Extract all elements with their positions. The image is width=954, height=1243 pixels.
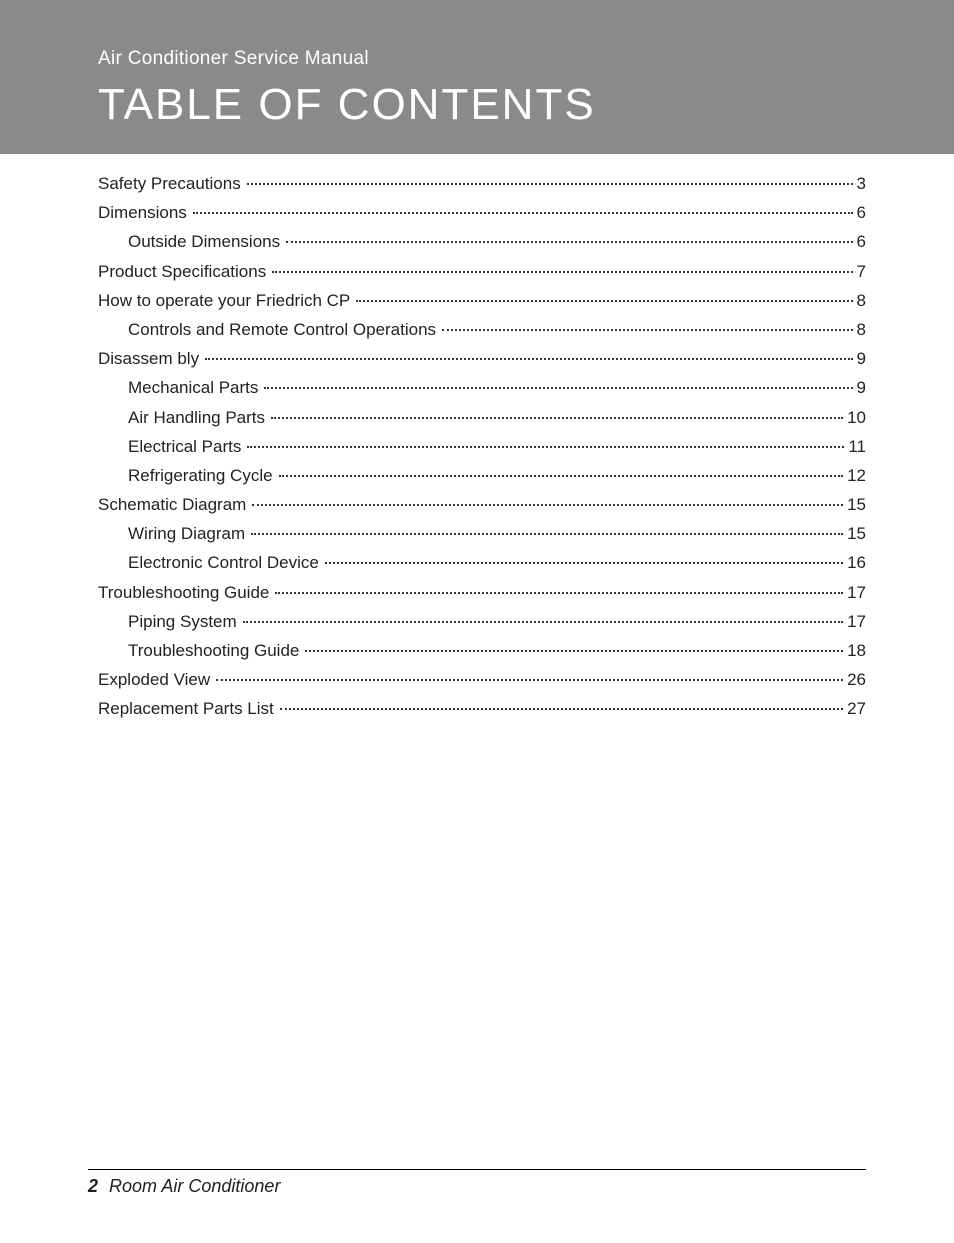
- toc-leader: [252, 504, 843, 506]
- toc-page: 8: [855, 316, 866, 343]
- doc-subtitle: Air Conditioner Service Manual: [0, 48, 954, 70]
- toc-label: Electrical Parts: [88, 433, 245, 460]
- toc-leader: [305, 650, 843, 652]
- toc-page: 11: [846, 433, 866, 460]
- toc-entry: Outside Dimensions 6: [88, 228, 866, 255]
- toc-label: Refrigerating Cycle: [88, 462, 277, 489]
- toc-page: 26: [845, 666, 866, 693]
- footer-text: Room Air Conditioner: [109, 1176, 280, 1196]
- toc-label: Exploded View: [88, 666, 214, 693]
- toc-entry: Schematic Diagram 15: [88, 491, 866, 518]
- toc-page: 15: [845, 520, 866, 547]
- toc-label: Safety Precautions: [88, 170, 245, 197]
- page-title: TABLE OF CONTENTS: [0, 80, 954, 130]
- toc-entry: How to operate your Friedrich CP 8: [88, 287, 866, 314]
- toc-leader: [286, 241, 852, 243]
- toc-leader: [271, 417, 843, 419]
- toc-label: Dimensions: [88, 199, 191, 226]
- page: Air Conditioner Service Manual TABLE OF …: [0, 0, 954, 1243]
- toc-leader: [264, 387, 852, 389]
- toc-entry: Controls and Remote Control Operations 8: [88, 316, 866, 343]
- toc-leader: [205, 358, 852, 360]
- toc-leader: [280, 708, 843, 710]
- toc-label: Air Handling Parts: [88, 404, 269, 431]
- toc-page: 12: [845, 462, 866, 489]
- toc-label: Product Specifications: [88, 258, 270, 285]
- toc-entry: Exploded View 26: [88, 666, 866, 693]
- toc-label: Schematic Diagram: [88, 491, 250, 518]
- toc-leader: [275, 592, 843, 594]
- toc-leader: [247, 446, 844, 448]
- toc-leader: [442, 329, 852, 331]
- toc-leader: [243, 621, 843, 623]
- toc-leader: [272, 271, 852, 273]
- header-band: Air Conditioner Service Manual TABLE OF …: [0, 0, 954, 154]
- toc-page: 18: [845, 637, 866, 664]
- toc-page: 16: [845, 549, 866, 576]
- toc-leader: [216, 679, 843, 681]
- toc-leader: [247, 183, 853, 185]
- toc-label: Mechanical Parts: [88, 374, 262, 401]
- toc-label: Disassem bly: [88, 345, 203, 372]
- toc-label: Wiring Diagram: [88, 520, 249, 547]
- toc-leader: [356, 300, 852, 302]
- toc-page: 10: [845, 404, 866, 431]
- toc-entry: Piping System 17: [88, 608, 866, 635]
- toc-label: Troubleshooting Guide: [88, 579, 273, 606]
- toc-entry: Dimensions 6: [88, 199, 866, 226]
- toc-page: 8: [855, 287, 866, 314]
- toc-entry: Disassem bly 9: [88, 345, 866, 372]
- toc-label: Piping System: [88, 608, 241, 635]
- toc-label: Troubleshooting Guide: [88, 637, 303, 664]
- toc-page: 3: [855, 170, 866, 197]
- toc-page: 7: [855, 258, 866, 285]
- toc-entry: Troubleshooting Guide 18: [88, 637, 866, 664]
- toc-entry: Mechanical Parts 9: [88, 374, 866, 401]
- toc-entry: Air Handling Parts 10: [88, 404, 866, 431]
- toc-entry: Safety Precautions 3: [88, 170, 866, 197]
- toc-page: 9: [855, 374, 866, 401]
- toc-label: How to operate your Friedrich CP: [88, 287, 354, 314]
- footer-page-number: 2: [88, 1176, 98, 1196]
- toc-leader: [279, 475, 844, 477]
- toc-label: Outside Dimensions: [88, 228, 284, 255]
- toc-page: 17: [845, 579, 866, 606]
- toc-entry: Electronic Control Device 16: [88, 549, 866, 576]
- toc-leader: [251, 533, 843, 535]
- toc-page: 17: [845, 608, 866, 635]
- toc-leader: [193, 212, 853, 214]
- toc-leader: [325, 562, 843, 564]
- toc-label: Electronic Control Device: [88, 549, 323, 576]
- toc-entry: Product Specifications 7: [88, 258, 866, 285]
- toc-entry: Wiring Diagram 15: [88, 520, 866, 547]
- toc-entry: Electrical Parts 11: [88, 433, 866, 460]
- table-of-contents: Safety Precautions 3 Dimensions 6 Outsid…: [0, 154, 954, 723]
- toc-page: 15: [845, 491, 866, 518]
- page-footer: 2 Room Air Conditioner: [88, 1169, 866, 1197]
- toc-page: 27: [845, 695, 866, 722]
- toc-entry: Troubleshooting Guide 17: [88, 579, 866, 606]
- toc-page: 9: [855, 345, 866, 372]
- toc-entry: Replacement Parts List 27: [88, 695, 866, 722]
- toc-label: Replacement Parts List: [88, 695, 278, 722]
- toc-label: Controls and Remote Control Operations: [88, 316, 440, 343]
- toc-page: 6: [855, 228, 866, 255]
- toc-page: 6: [855, 199, 866, 226]
- toc-entry: Refrigerating Cycle 12: [88, 462, 866, 489]
